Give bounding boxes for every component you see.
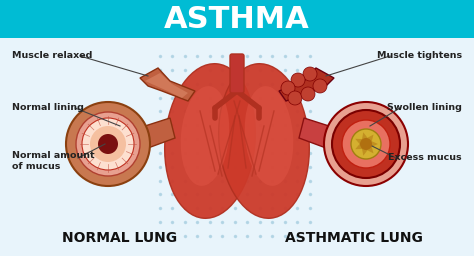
Text: Swollen lining: Swollen lining	[387, 103, 462, 112]
Text: Normal amount
of mucus: Normal amount of mucus	[12, 151, 95, 171]
Circle shape	[313, 79, 327, 93]
Ellipse shape	[219, 64, 310, 218]
Polygon shape	[299, 118, 329, 148]
Circle shape	[360, 138, 372, 150]
Circle shape	[301, 87, 315, 101]
Circle shape	[288, 91, 302, 105]
Polygon shape	[355, 142, 365, 149]
Polygon shape	[145, 118, 175, 148]
FancyBboxPatch shape	[230, 54, 244, 93]
Circle shape	[66, 102, 150, 186]
Ellipse shape	[245, 86, 293, 186]
Text: Muscle tightens: Muscle tightens	[377, 51, 462, 60]
Ellipse shape	[181, 86, 229, 186]
Polygon shape	[140, 68, 195, 101]
Polygon shape	[365, 135, 374, 144]
Circle shape	[98, 134, 118, 154]
Text: Muscle relaxed: Muscle relaxed	[12, 51, 92, 60]
Polygon shape	[362, 146, 369, 156]
FancyBboxPatch shape	[0, 38, 474, 256]
Circle shape	[281, 81, 295, 95]
Circle shape	[303, 67, 317, 81]
Polygon shape	[326, 126, 374, 156]
Circle shape	[291, 73, 305, 87]
Circle shape	[332, 110, 400, 178]
Polygon shape	[369, 140, 378, 148]
Text: NORMAL LUNG: NORMAL LUNG	[63, 231, 178, 245]
Text: ASTHMA: ASTHMA	[164, 5, 310, 34]
Ellipse shape	[164, 64, 255, 218]
Polygon shape	[355, 139, 365, 146]
Text: Excess mucus: Excess mucus	[388, 154, 462, 163]
Text: Normal lining: Normal lining	[12, 103, 84, 112]
Circle shape	[76, 112, 140, 176]
Text: ASTHMATIC LUNG: ASTHMATIC LUNG	[285, 231, 423, 245]
Circle shape	[342, 120, 390, 168]
Circle shape	[82, 118, 134, 170]
Polygon shape	[145, 73, 188, 98]
FancyBboxPatch shape	[0, 0, 474, 38]
Circle shape	[351, 129, 381, 159]
Polygon shape	[279, 68, 334, 101]
Circle shape	[324, 102, 408, 186]
Polygon shape	[365, 144, 374, 153]
Polygon shape	[362, 132, 369, 142]
Polygon shape	[100, 126, 148, 156]
Circle shape	[90, 126, 126, 162]
